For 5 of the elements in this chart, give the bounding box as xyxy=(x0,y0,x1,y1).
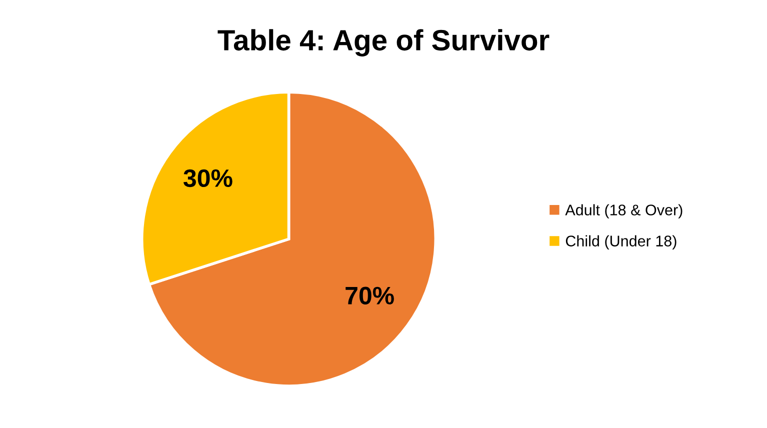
data-label: 70% xyxy=(346,286,394,304)
legend-label: Child (Under 18) xyxy=(566,235,676,250)
chart-title: Table 4: Age of Survivor xyxy=(218,29,550,56)
data-label: 30% xyxy=(184,169,232,188)
legend-label: Adult (18 & Over) xyxy=(565,204,682,218)
